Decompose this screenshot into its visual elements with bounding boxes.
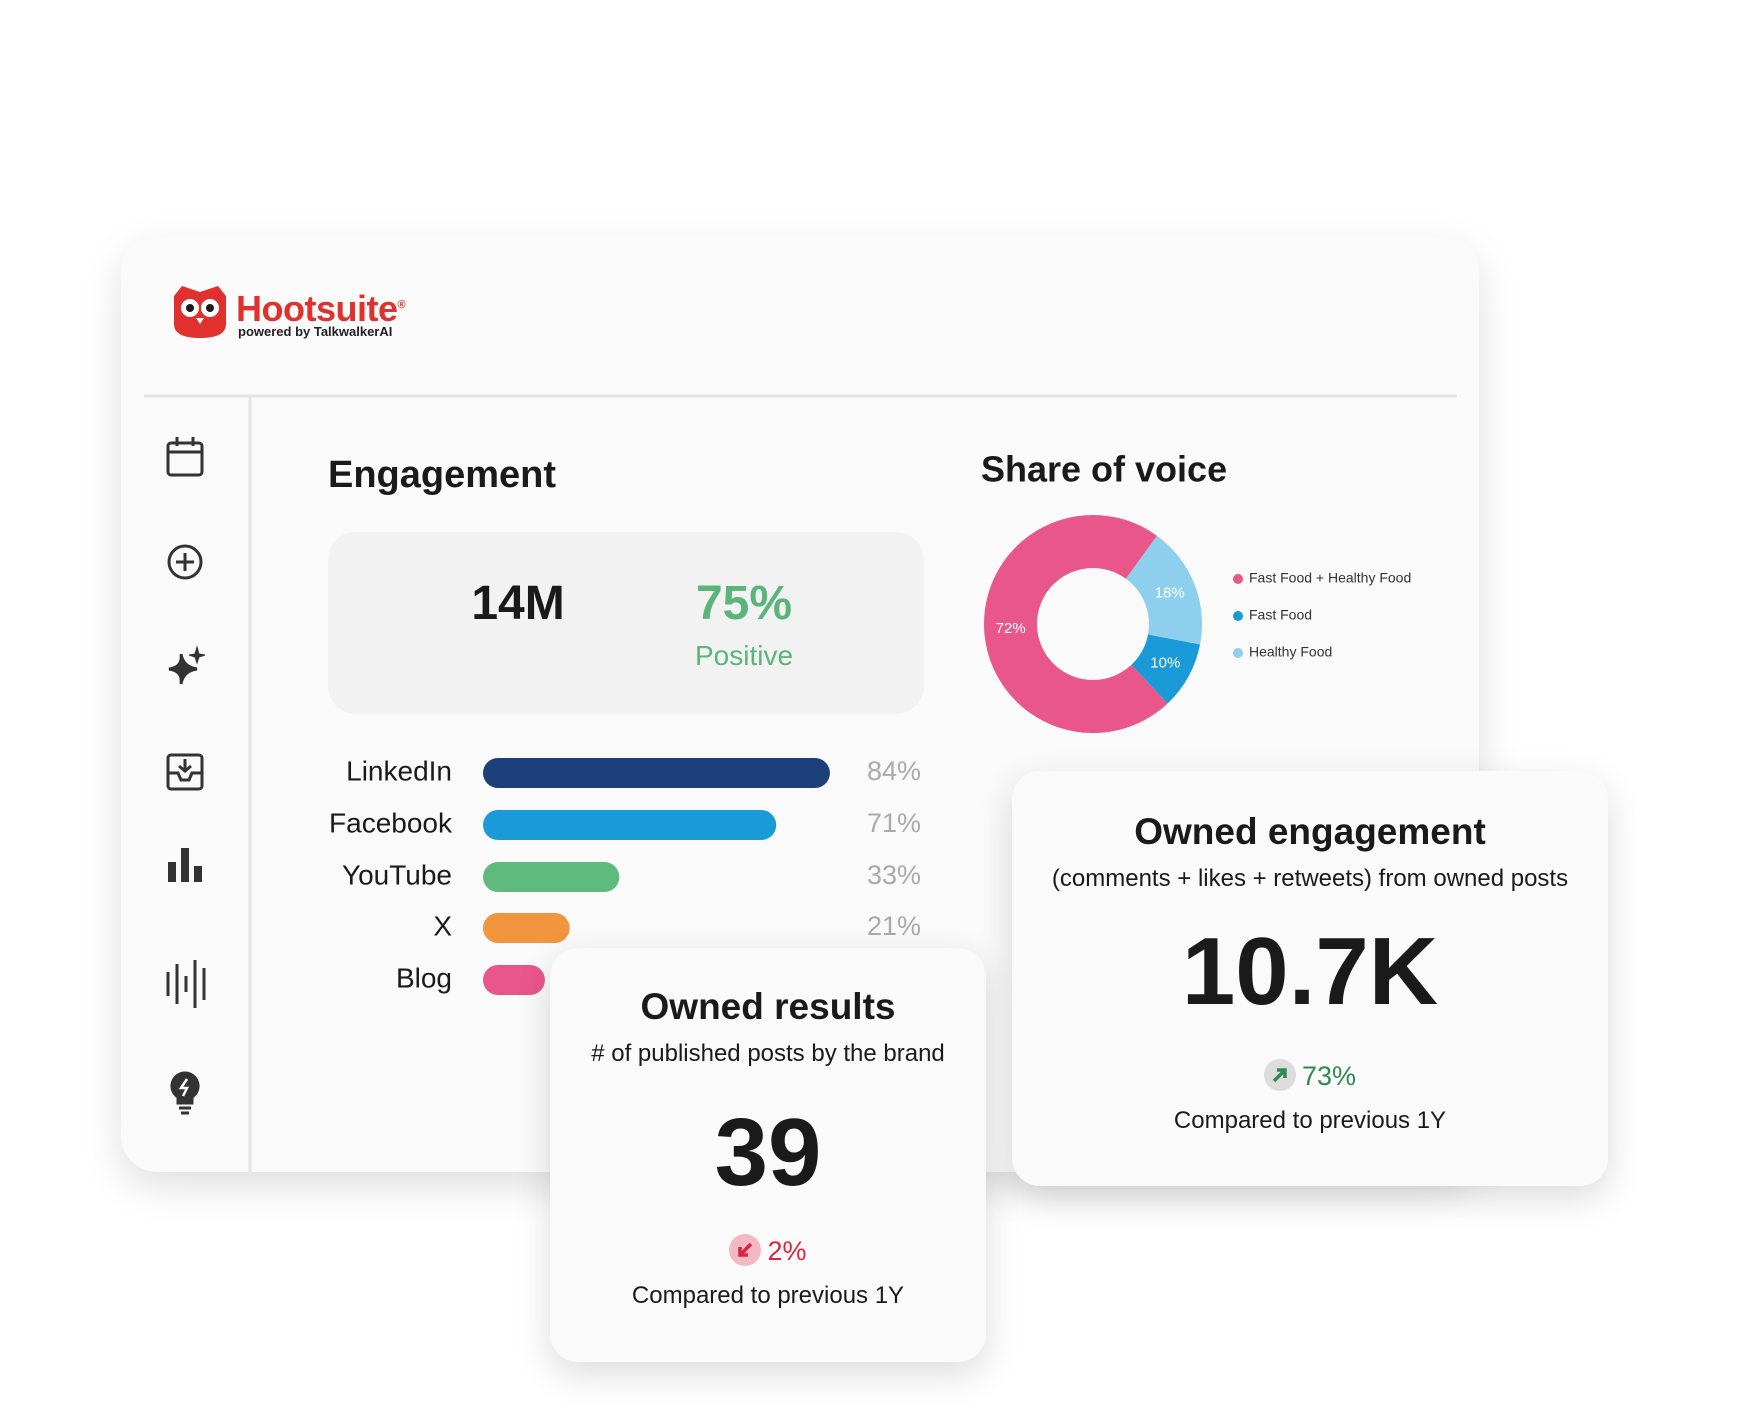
bar-value-label: 71% — [867, 808, 921, 838]
down-arrow-icon — [729, 1234, 762, 1266]
slice-label: 10% — [1150, 655, 1180, 672]
card-subtitle: # of published posts by the brand — [591, 1040, 945, 1067]
bar — [483, 913, 570, 943]
engagement-summary: 14M 75% Positive — [328, 532, 924, 714]
slice-label: 72% — [996, 620, 1026, 637]
card-change: 2% — [550, 1234, 986, 1267]
legend-dot — [1233, 574, 1243, 584]
logo-wordmark: Hootsuite® — [236, 288, 406, 330]
pie-slice — [984, 515, 1168, 733]
logo-registered: ® — [397, 299, 406, 311]
sentiment-value: 75% — [695, 577, 793, 630]
legend-dot — [1233, 611, 1243, 621]
bar-label: Blog — [396, 962, 452, 993]
bar-label: YouTube — [342, 859, 452, 890]
owned-engagement-card: Owned engagement (comments + likes + ret… — [1012, 771, 1608, 1186]
card-comparison: Compared to previous 1Y — [631, 1282, 905, 1309]
logo-icon — [174, 286, 226, 338]
engagement-title: Engagement — [328, 454, 557, 496]
card-change: 73% — [1012, 1059, 1608, 1092]
card-comparison: Compared to previous 1Y — [1173, 1107, 1447, 1134]
sentiment-label: Positive — [694, 640, 794, 671]
card-subtitle: (comments + likes + retweets) from owned… — [1051, 865, 1569, 892]
bar-value-label: 33% — [867, 860, 921, 890]
card-title: Owned results — [640, 986, 896, 1027]
card-value: 39 — [714, 1099, 822, 1206]
pie-slice — [1131, 634, 1201, 704]
card-value: 10.7K — [1181, 918, 1439, 1025]
bar-value-label: 21% — [867, 911, 921, 941]
change-value: 73% — [1301, 1061, 1357, 1091]
bar-label: LinkedIn — [346, 755, 452, 786]
logo-name: Hootsuite — [236, 288, 398, 329]
panel-chrome — [144, 286, 1457, 1172]
sidebar-icons — [166, 437, 206, 1115]
pie-title: Share of voice — [981, 449, 1227, 490]
legend-dot — [1233, 648, 1243, 658]
logo-tagline: powered by TalkwalkerAI — [238, 324, 393, 339]
slice-label: 18% — [1155, 585, 1185, 602]
up-arrow-icon — [1263, 1059, 1296, 1091]
bar-label: X — [433, 910, 452, 941]
owned-results-card: Owned results # of published posts by th… — [550, 948, 986, 1362]
engagement-total: 14M — [471, 577, 565, 630]
pie-slice — [1125, 535, 1203, 645]
legend-label: Fast Food + Healthy Food — [1249, 570, 1411, 586]
card-title: Owned engagement — [1134, 811, 1486, 852]
bar — [483, 810, 777, 840]
bar — [483, 862, 620, 892]
bar-label: Facebook — [329, 807, 453, 838]
bar — [483, 758, 830, 788]
bar — [483, 965, 545, 995]
legend-label: Healthy Food — [1249, 644, 1332, 660]
change-value: 2% — [767, 1236, 807, 1266]
legend-label: Fast Food — [1249, 607, 1312, 623]
bar-value-label: 84% — [867, 756, 921, 786]
